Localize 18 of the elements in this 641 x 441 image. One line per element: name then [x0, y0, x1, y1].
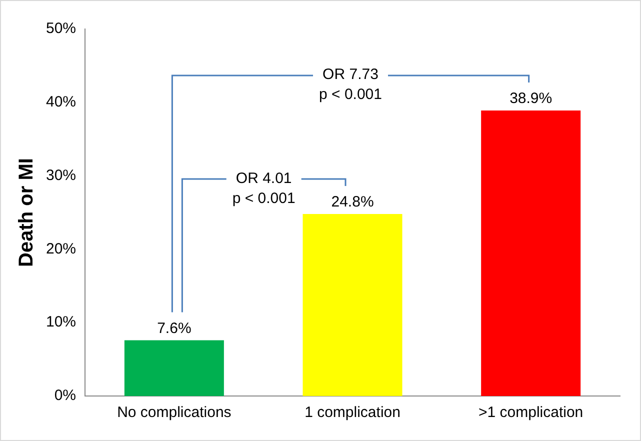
y-tick-label: 30%	[46, 166, 76, 184]
y-tick-label: 50%	[46, 20, 76, 38]
y-axis-title: Death or MI	[16, 158, 38, 267]
data-label: 7.6%	[157, 320, 192, 337]
y-tick-label: 0%	[54, 387, 76, 404]
x-tick-label: >1 complication	[478, 404, 584, 422]
y-tick-label: 10%	[46, 314, 76, 331]
x-tick-label: 1 complication	[304, 404, 400, 422]
annotation: OR 4.01 p < 0.001	[232, 168, 296, 209]
data-label: 24.8%	[331, 194, 374, 211]
x-tick-label: No complications	[117, 404, 232, 422]
y-tick-label: 40%	[46, 94, 76, 111]
bar	[302, 214, 402, 396]
annotation: OR 7.73 p < 0.001	[319, 65, 382, 106]
y-tick-label: 20%	[46, 240, 76, 258]
bar	[124, 340, 224, 396]
bar	[481, 110, 581, 396]
data-label: 38.9%	[510, 90, 552, 108]
